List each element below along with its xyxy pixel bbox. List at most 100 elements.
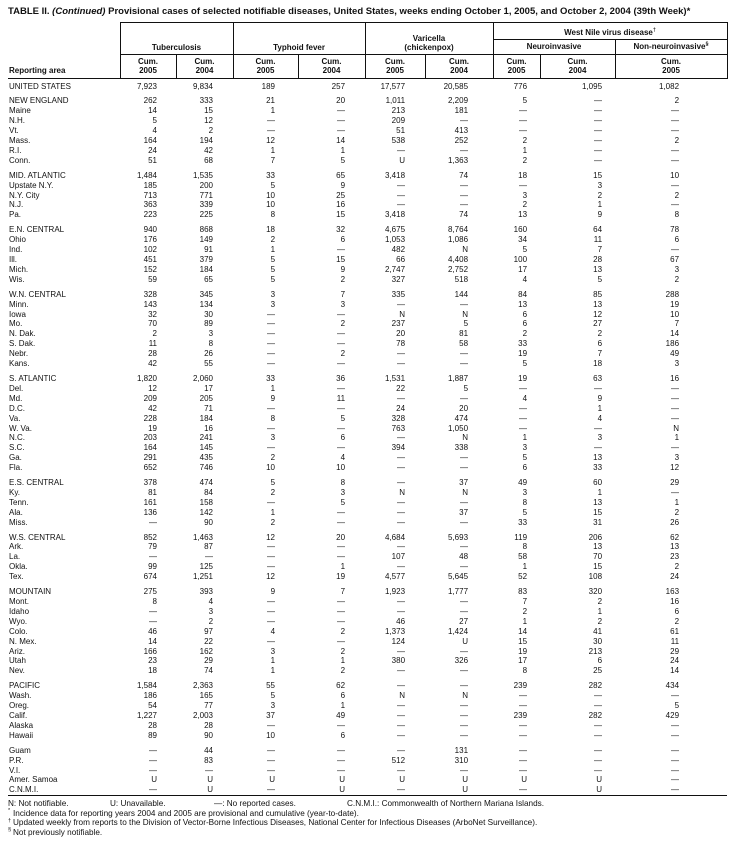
value-cell: 7,923 — [136, 81, 157, 91]
value-cell: 1 — [597, 403, 603, 413]
value-cell: 2 — [674, 616, 680, 626]
reporting-area-cell: E.S. CENTRAL — [9, 478, 64, 488]
value-cell: — — [267, 329, 276, 339]
value-cell: — — [460, 562, 469, 572]
table-row: W. Va. 19 16 — — 763 1,050 — — N — [8, 424, 727, 434]
value-cell: 239 — [513, 710, 528, 720]
table-row: Ill. 451 379 5 15 66 4,408 100 28 67 — [8, 255, 727, 265]
value-cell: 19 — [670, 299, 680, 309]
value-cell: N — [399, 309, 406, 319]
value-cell: 10 — [266, 200, 276, 210]
value-cell: 64 — [593, 225, 603, 235]
value-cell: — — [397, 299, 406, 309]
value-cell: 518 — [454, 274, 469, 284]
value-cell: — — [397, 433, 406, 443]
value-cell: 333 — [199, 96, 214, 106]
value-cell: 51 — [396, 126, 406, 136]
reporting-area-cell: Calif. — [9, 710, 28, 720]
value-cell: — — [460, 349, 469, 359]
value-cell: — — [149, 785, 157, 795]
value-cell: 78 — [396, 339, 406, 349]
reporting-area-cell: Ill. — [9, 255, 17, 264]
value-cell: — — [671, 720, 680, 730]
value-cell: 1,424 — [448, 626, 469, 636]
col-group-non-neuroinvasive: Non-neuroinvasive§ — [614, 39, 728, 55]
footnote-section-sign: § Not previously notifiable. — [8, 827, 103, 837]
reporting-area-cell: Wash. — [9, 691, 32, 701]
value-cell: 7 — [597, 349, 603, 359]
table-row: Wyo. — 2 — — 46 27 1 2 2 — [8, 617, 727, 627]
value-cell: 6 — [340, 235, 346, 245]
value-cell: 2 — [208, 616, 214, 626]
reporting-area-cell: Colo. — [9, 626, 28, 636]
value-cell: 15 — [593, 170, 603, 180]
reporting-area-cell: Miss. — [9, 517, 28, 527]
value-cell: 32 — [336, 225, 346, 235]
value-cell: 3 — [674, 264, 680, 274]
table-row: Ky. 81 84 2 3 N N 3 1 — — [8, 488, 727, 498]
value-cell: 3 — [270, 299, 276, 309]
value-cell: 13 — [518, 210, 528, 220]
table-header: Reporting area Tuberculosis Typhoid feve… — [8, 21, 728, 79]
value-cell: — — [594, 691, 603, 701]
value-cell: N — [673, 423, 680, 433]
reporting-area-cell: R.I. — [9, 145, 22, 155]
value-cell: 10 — [670, 309, 680, 319]
value-cell: — — [671, 126, 680, 136]
table-row: P.R. — 83 — — 512 310 — — — — [8, 756, 727, 766]
value-cell: 166 — [143, 646, 157, 656]
value-cell: 429 — [665, 710, 680, 720]
value-cell: — — [594, 745, 603, 755]
reporting-area-cell: Amer. Samoa — [9, 775, 58, 785]
value-cell: — — [460, 517, 469, 527]
value-cell: 33 — [593, 463, 603, 473]
value-cell: — — [460, 701, 469, 711]
value-cell: U — [596, 775, 603, 785]
value-cell: U — [462, 785, 469, 795]
value-cell: 9,834 — [192, 81, 214, 91]
table-row: Utah 23 29 1 1 380 326 17 6 24 — [8, 656, 727, 666]
value-cell: 1 — [597, 606, 603, 616]
value-cell: U — [596, 785, 603, 795]
value-cell: 2 — [522, 155, 528, 165]
value-cell: 237 — [391, 319, 406, 329]
value-cell: 1,251 — [192, 572, 214, 582]
value-cell: — — [594, 423, 603, 433]
reporting-area-cell: N.J. — [9, 200, 24, 210]
value-cell: — — [594, 383, 603, 393]
value-cell: 79 — [148, 542, 157, 552]
value-cell: 1,086 — [448, 235, 469, 245]
value-cell: 131 — [454, 745, 469, 755]
value-cell: 2 — [340, 646, 346, 656]
value-cell: — — [205, 765, 214, 775]
value-cell: 58 — [518, 552, 528, 562]
value-cell: 136 — [143, 507, 157, 517]
reporting-area-cell: P.R. — [9, 755, 24, 765]
reporting-area-cell: S.C. — [9, 443, 25, 453]
value-cell: 1 — [674, 497, 680, 507]
table-row: Maine 14 15 1 — 213 181 — — — — [8, 106, 727, 116]
reporting-area-cell: Okla. — [9, 562, 28, 572]
reporting-area-cell: Md. — [9, 393, 23, 403]
value-cell: 1 — [340, 656, 346, 666]
value-cell: — — [337, 745, 346, 755]
value-cell: 14 — [670, 329, 680, 339]
value-cell: — — [671, 393, 680, 403]
document-page: TABLE II. (Continued) Provisional cases … — [8, 6, 728, 837]
value-cell: — — [149, 606, 157, 616]
value-cell: 1 — [270, 507, 276, 517]
value-cell: 1 — [522, 562, 528, 572]
value-cell: 1 — [270, 383, 276, 393]
value-cell: 102 — [143, 245, 157, 255]
value-cell: — — [519, 765, 528, 775]
table-row: Idaho — 3 — — — — 2 1 6 — [8, 607, 727, 617]
chickenpox-label: (chickenpox) — [404, 43, 454, 52]
value-cell: 5,645 — [448, 572, 469, 582]
value-cell: 2,060 — [192, 373, 214, 383]
value-cell: — — [397, 497, 406, 507]
reporting-area-cell: S. Dak. — [9, 339, 36, 349]
value-cell: 3 — [340, 299, 346, 309]
value-cell: 868 — [199, 225, 214, 235]
value-cell: U — [462, 775, 469, 785]
value-cell: 8,764 — [448, 225, 469, 235]
